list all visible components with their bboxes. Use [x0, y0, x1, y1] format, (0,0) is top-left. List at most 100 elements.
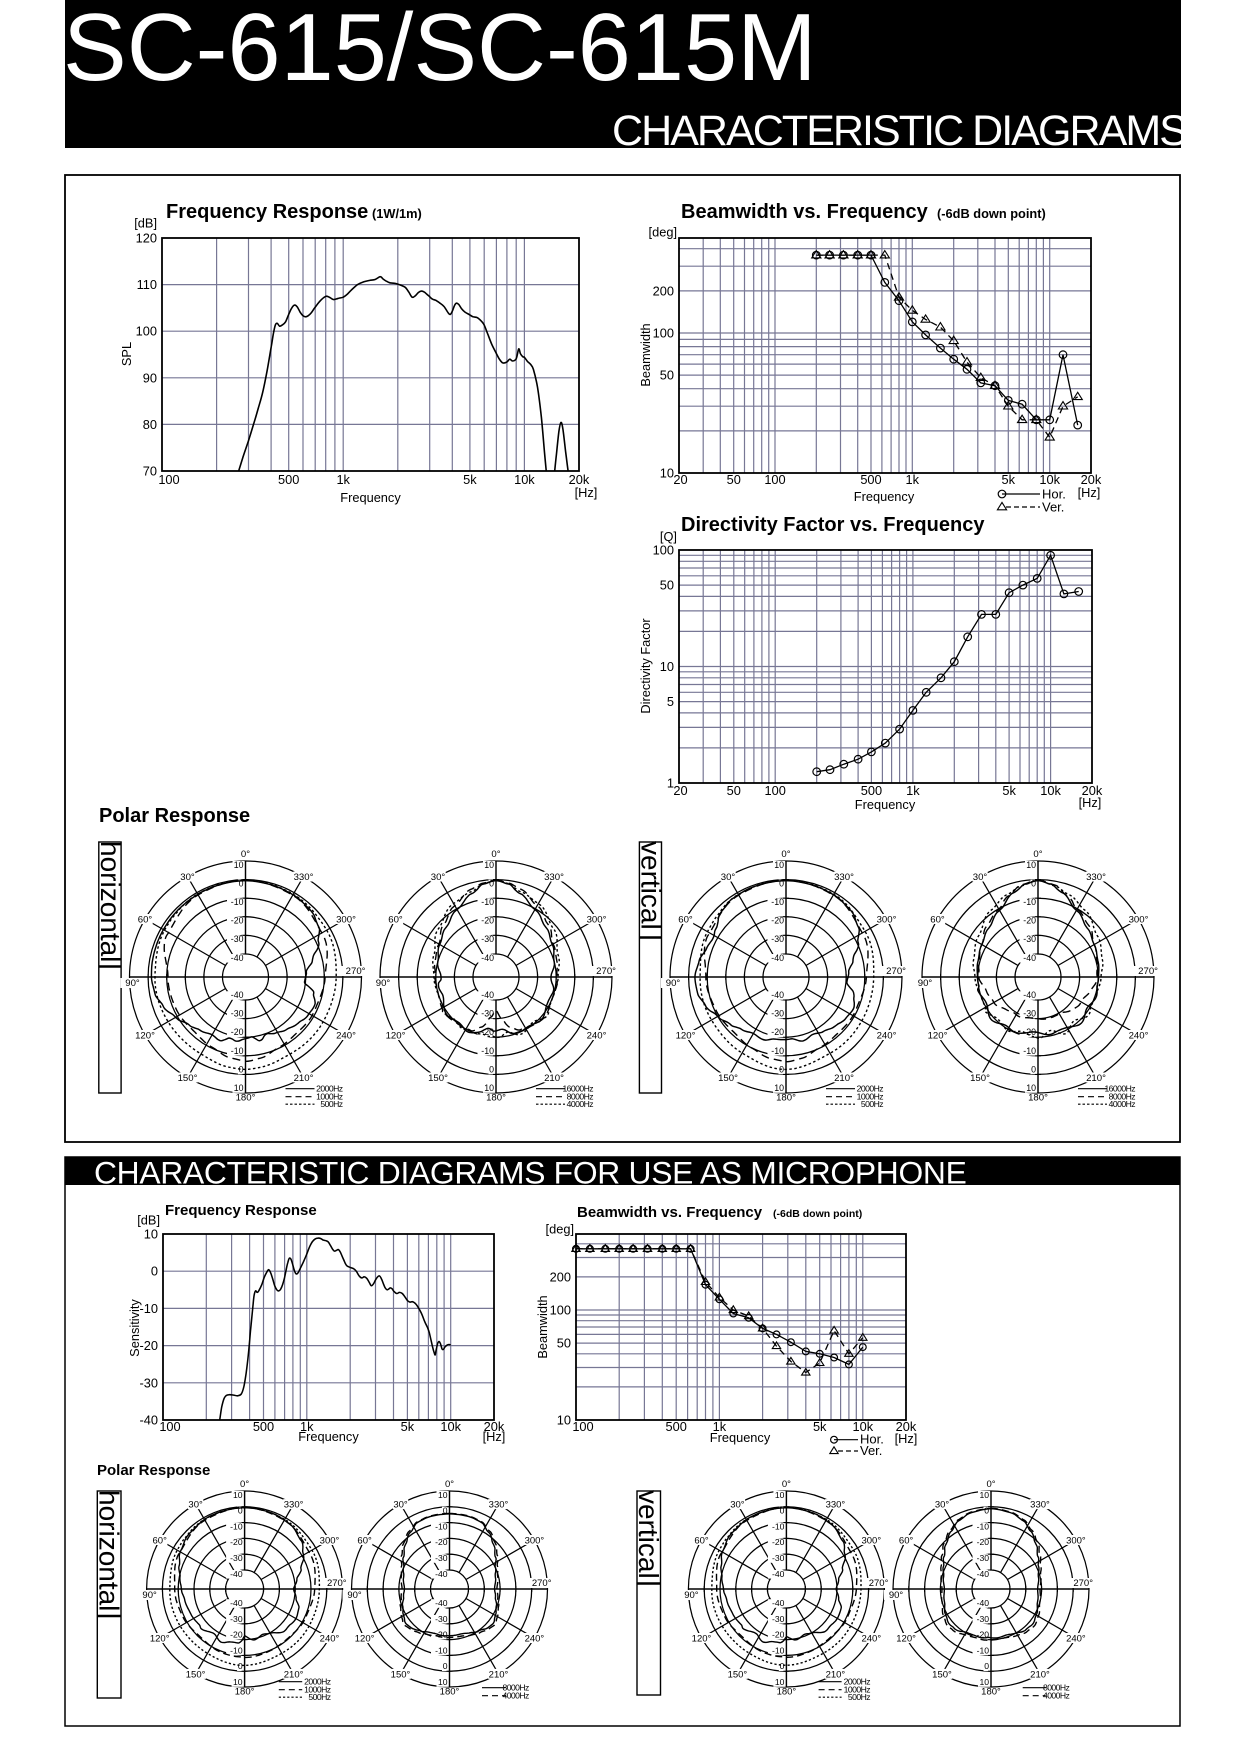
svg-text:5k: 5k	[813, 1419, 827, 1434]
svg-text:10: 10	[660, 466, 674, 481]
svg-text:1: 1	[667, 776, 674, 791]
svg-text:500: 500	[253, 1419, 274, 1434]
svg-text:210°: 210°	[544, 1073, 564, 1084]
svg-text:(1W/1m): (1W/1m)	[372, 206, 422, 221]
svg-text:-10: -10	[231, 1046, 244, 1056]
svg-text:50: 50	[660, 368, 674, 383]
svg-text:10k: 10k	[440, 1419, 461, 1434]
svg-text:210°: 210°	[284, 1669, 304, 1680]
svg-text:-10: -10	[977, 1645, 990, 1655]
svg-text:[Hz]: [Hz]	[483, 1429, 506, 1444]
svg-text:0: 0	[238, 1506, 243, 1516]
svg-text:2000Hz: 2000Hz	[316, 1084, 343, 1094]
svg-text:120°: 120°	[692, 1634, 712, 1645]
svg-text:Polar Response: Polar Response	[99, 805, 250, 827]
svg-text:10: 10	[774, 1083, 784, 1093]
svg-text:-40: -40	[481, 953, 494, 963]
svg-text:270°: 270°	[327, 1578, 347, 1589]
svg-text:0: 0	[780, 1661, 785, 1671]
svg-text:Frequency: Frequency	[340, 490, 401, 505]
svg-text:-20: -20	[481, 1027, 494, 1037]
svg-text:0: 0	[1031, 1064, 1036, 1074]
svg-text:Ver.: Ver.	[1042, 500, 1064, 515]
svg-text:Ver.: Ver.	[860, 1443, 882, 1458]
svg-text:0: 0	[443, 1506, 448, 1516]
svg-text:16000Hz: 16000Hz	[1104, 1084, 1135, 1094]
svg-text:-40: -40	[435, 1598, 448, 1608]
svg-text:0: 0	[489, 878, 494, 888]
svg-text:-20: -20	[231, 916, 244, 926]
svg-text:80: 80	[143, 417, 157, 432]
svg-text:90°: 90°	[125, 978, 140, 989]
svg-text:CHARACTERISTIC DIAGRAMS FOR US: CHARACTERISTIC DIAGRAMS FOR USE AS MICRO…	[94, 1155, 967, 1191]
svg-text:[Hz]: [Hz]	[895, 1431, 918, 1446]
svg-text:5k: 5k	[463, 472, 477, 487]
svg-text:120°: 120°	[386, 1031, 406, 1042]
svg-text:-30: -30	[772, 1614, 785, 1624]
svg-text:500: 500	[860, 472, 881, 487]
svg-text:-40: -40	[977, 1569, 990, 1579]
svg-text:[deg]: [deg]	[649, 225, 677, 240]
svg-text:0°: 0°	[782, 1479, 791, 1490]
svg-text:-20: -20	[977, 1537, 990, 1547]
svg-text:Frequency: Frequency	[854, 489, 915, 504]
svg-text:240°: 240°	[525, 1634, 545, 1645]
svg-text:-30: -30	[771, 934, 784, 944]
svg-text:110: 110	[137, 277, 157, 292]
svg-text:240°: 240°	[1129, 1031, 1149, 1042]
svg-text:[dB]: [dB]	[134, 216, 157, 231]
svg-text:150°: 150°	[391, 1669, 411, 1680]
svg-text:-40: -40	[481, 990, 494, 1000]
svg-text:-10: -10	[771, 1046, 784, 1056]
svg-text:-30: -30	[977, 1614, 990, 1624]
svg-text:300°: 300°	[320, 1536, 340, 1547]
svg-text:180°: 180°	[981, 1687, 1001, 1698]
svg-text:180°: 180°	[236, 1093, 256, 1104]
svg-text:20k: 20k	[1082, 783, 1103, 798]
svg-text:150°: 150°	[428, 1073, 448, 1084]
svg-text:20k: 20k	[1081, 472, 1102, 487]
svg-text:330°: 330°	[826, 1500, 846, 1511]
svg-text:50: 50	[557, 1336, 571, 1351]
svg-text:[deg]: [deg]	[546, 1222, 574, 1237]
svg-text:0: 0	[984, 1506, 989, 1516]
svg-text:-30: -30	[231, 934, 244, 944]
svg-text:10k: 10k	[1040, 783, 1061, 798]
svg-text:-20: -20	[230, 1537, 243, 1547]
svg-text:1000Hz: 1000Hz	[844, 1685, 871, 1695]
svg-text:270°: 270°	[886, 966, 906, 977]
svg-text:-30: -30	[1023, 934, 1036, 944]
svg-text:210°: 210°	[1086, 1073, 1106, 1084]
svg-text:500: 500	[666, 1419, 687, 1434]
svg-text:500: 500	[861, 783, 882, 798]
svg-text:[Q]: [Q]	[660, 529, 677, 544]
svg-text:4000Hz: 4000Hz	[1109, 1099, 1136, 1109]
svg-text:0: 0	[780, 1506, 785, 1516]
svg-text:180°: 180°	[1028, 1093, 1048, 1104]
svg-text:1000Hz: 1000Hz	[857, 1092, 884, 1102]
svg-text:-20: -20	[435, 1630, 448, 1640]
svg-text:0: 0	[489, 1064, 494, 1074]
svg-text:[Hz]: [Hz]	[1079, 795, 1102, 810]
svg-text:5k: 5k	[401, 1419, 415, 1434]
svg-text:150°: 150°	[178, 1073, 198, 1084]
svg-text:-10: -10	[230, 1521, 243, 1531]
svg-text:-30: -30	[231, 1009, 244, 1019]
svg-text:30°: 30°	[730, 1500, 745, 1511]
svg-text:-30: -30	[771, 1009, 784, 1019]
svg-text:-40: -40	[230, 1598, 243, 1608]
svg-text:1k: 1k	[300, 1419, 314, 1434]
svg-text:300°: 300°	[525, 1536, 545, 1547]
svg-text:90°: 90°	[666, 978, 681, 989]
svg-text:1000Hz: 1000Hz	[304, 1685, 331, 1695]
svg-text:-10: -10	[771, 897, 784, 907]
svg-text:-20: -20	[772, 1537, 785, 1547]
svg-text:horizontal: horizontal	[94, 1490, 125, 1611]
svg-text:50: 50	[660, 578, 674, 593]
svg-text:210°: 210°	[1030, 1669, 1050, 1680]
svg-text:-40: -40	[435, 1569, 448, 1579]
svg-text:Frequency: Frequency	[710, 1430, 771, 1445]
svg-text:1000Hz: 1000Hz	[316, 1092, 343, 1102]
svg-text:0°: 0°	[445, 1479, 454, 1490]
svg-text:Frequency: Frequency	[298, 1429, 359, 1444]
